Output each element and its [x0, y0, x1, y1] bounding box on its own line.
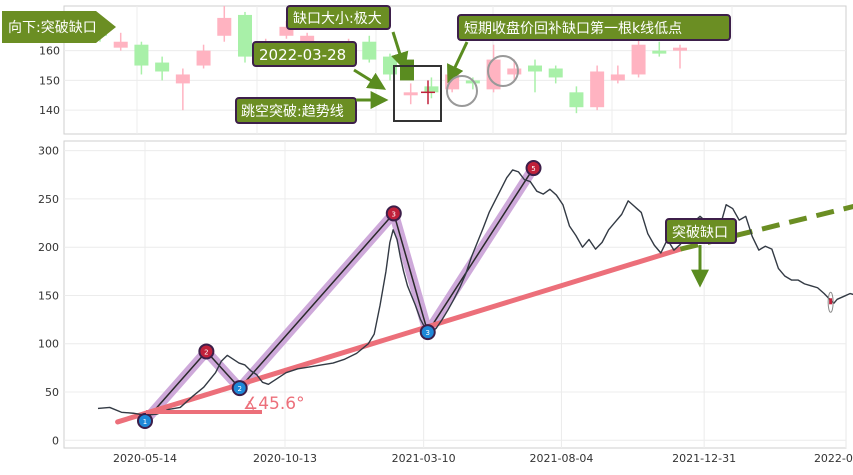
bottom-x-tick-label: 2021-12-31 [672, 452, 736, 465]
refill-label: 短期收盘价回补缺口第一根k线低点 [464, 20, 682, 37]
trendline-solid [115, 246, 683, 425]
bottom-y-tick-label: 250 [38, 193, 59, 206]
pivot-high-marker [198, 343, 215, 360]
candle-body [507, 68, 522, 75]
candle-body [528, 65, 542, 72]
gap-circle-2 [487, 55, 519, 87]
pivot-label: 2 [237, 385, 241, 393]
breakout-callout: 突破缺口 [665, 218, 737, 288]
bottom-x-tick-label: 2020-05-14 [113, 452, 177, 465]
gap-circle-1 [446, 75, 478, 107]
pivot-markers: 1 2 2 3 3 5 [137, 160, 542, 429]
candle-body [486, 59, 501, 90]
bottom-panel-grid [64, 141, 847, 448]
candle-body [300, 35, 315, 45]
bottom-x-tick-label: 2021-03-10 [392, 452, 456, 465]
candle-body [403, 92, 418, 96]
top-panel-y-ticks: 140 150 160 [39, 45, 60, 118]
candle-body [631, 44, 646, 75]
pivot-low-marker [231, 380, 248, 397]
candle-body [362, 41, 377, 60]
pivot-label: 3 [426, 329, 430, 337]
candle-body [569, 92, 584, 108]
breakout-candle [829, 298, 833, 305]
pivot-low-marker [419, 324, 436, 341]
candle-body [610, 74, 625, 81]
bottom-y-tick-label: 300 [38, 145, 59, 158]
price-line-group [97, 169, 853, 416]
bottom-x-tick-label: 2022-06-07 [814, 452, 853, 465]
bottom-y-tick-label: 150 [38, 289, 59, 302]
gap-size-callout: 缺口大小:极大 [286, 5, 409, 71]
bottom-x-tick-label: 2021-08-04 [530, 452, 594, 465]
trendline-group [115, 204, 853, 425]
top-panel-grid [64, 6, 846, 134]
pivot-label: 1 [143, 418, 147, 426]
candle-body [217, 17, 232, 36]
candle-body [424, 86, 439, 93]
bottom-x-tick-label: 2020-10-13 [253, 452, 317, 465]
gap-size-label: 缺口大小:极大 [293, 11, 382, 27]
bottom-panel-x-ticks: 2020-05-14 2020-10-13 2021-03-10 2021-08-04… [113, 452, 853, 465]
candle-body [548, 68, 563, 78]
refill-callout: 短期收盘价回补缺口第一根k线低点 [447, 14, 731, 84]
pivot-high-marker [525, 160, 542, 177]
top-y-tick-label: 160 [39, 45, 60, 58]
angle-label: ∡45.6° [243, 394, 305, 414]
zigzag-line [144, 167, 535, 422]
candle-body [113, 41, 128, 48]
break-type-label: 跳空突破:趋势线 [241, 104, 344, 120]
bottom-y-tick-label: 200 [38, 241, 59, 254]
pivot-label: 5 [531, 165, 535, 173]
candle-body [673, 47, 687, 51]
pivot-label: 3 [392, 210, 396, 218]
breakout-marker [827, 291, 834, 313]
candle-body [134, 44, 149, 66]
candle-body [238, 14, 252, 57]
pivot-low-marker [137, 412, 153, 429]
price-line [97, 169, 853, 416]
bottom-y-tick-label: 0 [52, 434, 59, 447]
direction-label: 向下:突破缺口 [8, 20, 97, 36]
date-callout: 2022-03-28 [252, 41, 387, 90]
candle-body [590, 71, 605, 108]
candle-body [155, 62, 170, 72]
bottom-y-tick-label: 50 [45, 386, 59, 399]
bottom-y-tick-label: 100 [38, 338, 59, 351]
break-type-callout: 跳空突破:趋势线 [235, 91, 389, 124]
pivot-high-marker [385, 205, 402, 222]
candle-body [279, 26, 294, 36]
gap-highlight-box [393, 65, 442, 122]
candle-body [196, 50, 211, 66]
direction-flag: 向下:突破缺口 [2, 11, 116, 43]
candle-body [175, 74, 190, 84]
pivot-label: 2 [204, 348, 208, 356]
zigzag-pattern [140, 163, 539, 426]
top-y-tick-label: 140 [39, 104, 60, 117]
bottom-panel-y-ticks: 0 50 100 150 200 250 300 [38, 145, 59, 448]
breakout-label: 突破缺口 [672, 225, 728, 241]
top-y-tick-label: 150 [39, 74, 60, 87]
date-label: 2022-03-28 [259, 46, 346, 64]
candle-body [652, 50, 667, 54]
